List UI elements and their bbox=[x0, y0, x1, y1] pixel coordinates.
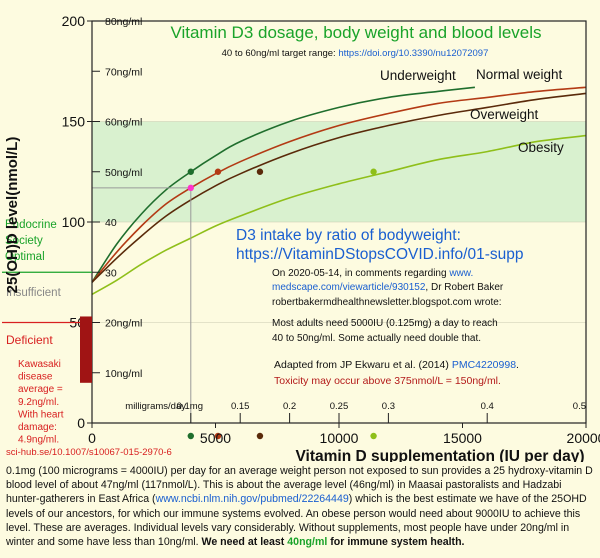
level-marker-obesity bbox=[370, 168, 377, 175]
chart-title: Vitamin D3 dosage, body weight and blood… bbox=[170, 23, 541, 42]
footer-text-1: 0.1mg (100 micrograms = 4000IU) per day … bbox=[6, 465, 593, 506]
kawasaki-line-2: disease bbox=[18, 372, 53, 383]
kawasaki-bar bbox=[80, 316, 92, 383]
series-line-underweight bbox=[91, 86, 475, 283]
x-tick-label: 5000 bbox=[200, 430, 231, 446]
adapted-suffix: . bbox=[516, 359, 519, 371]
axis-marker-obesity bbox=[370, 432, 377, 440]
mgday-tick-label: 0.1mg bbox=[177, 401, 203, 412]
y-axis-label: 25(OH)D level(nmol/L) bbox=[4, 137, 21, 294]
guide-lines bbox=[92, 187, 192, 423]
left-annotations: Endocrine Society Optimal Insufficient Defic… bbox=[2, 219, 172, 458]
level-marker-overweight bbox=[256, 168, 264, 175]
endocrine-label-3: Optimal bbox=[5, 251, 45, 263]
vitamin-d-chart: Underweight Normal weight Overweight Obesit… bbox=[0, 0, 600, 462]
series-label-underweight: Underweight bbox=[380, 68, 456, 83]
intake-line-2[interactable]: https://VitaminDStopsCOVID.info/01-supp bbox=[236, 246, 523, 263]
mgday-tick-label: 0.5 bbox=[573, 401, 586, 412]
intake-line-1: D3 intake by ratio of bodyweight: bbox=[236, 227, 461, 244]
series-line-normal bbox=[91, 86, 587, 283]
mgday-tick-label: 0.2 bbox=[283, 401, 296, 412]
kawasaki-line-5: With heart bbox=[18, 409, 64, 420]
footer-text-2: ) which is the best estimate we have of … bbox=[6, 493, 587, 549]
kawasaki-line-4: 9.2ng/ml. bbox=[18, 397, 59, 408]
quote-line-3: robertbakermdhealthnewsletter.blogspot.c… bbox=[272, 297, 502, 308]
footer-emphasis-target: 40ng/ml bbox=[287, 536, 328, 549]
ngml-tick-label: 60ng/ml bbox=[105, 117, 142, 129]
deficient-label: Deficient bbox=[6, 333, 53, 347]
series-label-obesity: Obesity bbox=[518, 140, 564, 155]
series-line-overweight bbox=[91, 92, 587, 283]
dose-response-curves: Underweight Normal weight Overweight Obesit… bbox=[91, 67, 587, 296]
ngml-tick-label: 20ng/ml bbox=[105, 318, 142, 330]
kawasaki-link: sci-hub.se/10.1007/s10067-015-2970-6 bbox=[6, 447, 172, 458]
mgday-tick-label: 0.3 bbox=[382, 401, 395, 412]
footer-link[interactable]: www.ncbi.nlm.nih.gov/pubmed/22264449 bbox=[155, 493, 349, 506]
series-label-normal: Normal weight bbox=[476, 67, 563, 82]
quote-block: On 2020-05-14, in comments regarding www… bbox=[272, 268, 504, 344]
ngml-tick-label: 10ng/ml bbox=[105, 368, 142, 380]
series-line-obesity bbox=[91, 134, 587, 296]
kawasaki-line-7: 4.9ng/ml. bbox=[18, 435, 59, 446]
x-tick-label: 0 bbox=[88, 430, 96, 446]
target-range-band bbox=[92, 121, 586, 222]
adapted-prefix: Adapted from JP Ekwaru et al. (2014) bbox=[274, 359, 452, 371]
adapted-from: Adapted from JP Ekwaru et al. (2014) PMC… bbox=[274, 359, 519, 371]
quote-line-4: Most adults need 5000IU (0.125mg) a day … bbox=[272, 318, 498, 329]
mgday-axis-title: milligrams/day bbox=[125, 401, 186, 412]
series-label-overweight: Overweight bbox=[470, 107, 539, 122]
toxicity-note: Toxicity may occur above 375nmol/L = 150… bbox=[274, 375, 501, 387]
ngml-tick-label: 30 bbox=[105, 267, 117, 279]
y-tick-label: 100 bbox=[62, 214, 86, 230]
axis-marker-normal bbox=[214, 432, 222, 440]
x-axis-label: Vitamin D supplementation (IU per day) bbox=[295, 448, 584, 462]
ngml-tick-label: 50ng/ml bbox=[105, 167, 142, 179]
mgday-tick-label: 0.15 bbox=[231, 401, 250, 412]
level-marker-normal bbox=[214, 168, 222, 175]
ngml-tick-label: 80ng/ml bbox=[105, 16, 142, 28]
quote-line-1: On 2020-05-14, in comments regarding www… bbox=[272, 268, 473, 279]
quote-line-2: medscape.com/viewarticle/930152, Dr Robe… bbox=[272, 282, 504, 293]
quote-line-5: 40 to 50ng/ml. Some actually need double… bbox=[272, 333, 481, 344]
quote-line-1-prefix: On 2020-05-14, in comments regarding bbox=[272, 268, 449, 279]
mgday-tick-label: 0.25 bbox=[330, 401, 349, 412]
footer-emphasis-1: We need at least bbox=[201, 536, 288, 549]
y-tick-label: 200 bbox=[62, 13, 86, 29]
kawasaki-line-6: damage: bbox=[18, 422, 57, 433]
subtitle-prefix: 40 to 60ng/ml target range: bbox=[222, 48, 339, 59]
x-tick-label: 15000 bbox=[443, 430, 482, 446]
ngml-tick-label: 70ng/ml bbox=[105, 66, 142, 78]
level-marker-marker_normal_intercept bbox=[187, 184, 194, 192]
x-tick-label: 10000 bbox=[320, 430, 359, 446]
axis-marker-overweight bbox=[256, 432, 264, 440]
quote-line-2-rest: , Dr Robert Baker bbox=[425, 282, 503, 293]
chart-subtitle: 40 to 60ng/ml target range: https://doi.… bbox=[222, 48, 489, 59]
kawasaki-line-1: Kawasaki bbox=[18, 359, 61, 370]
axis-marker-underweight bbox=[187, 432, 194, 440]
adapted-link[interactable]: PMC4220998 bbox=[452, 359, 516, 371]
level-marker-underweight bbox=[187, 168, 194, 175]
quote-link-part-2[interactable]: medscape.com/viewarticle/930152 bbox=[272, 282, 426, 293]
footer-emphasis-2: for immune system health. bbox=[327, 536, 465, 549]
kawasaki-line-3: average = bbox=[18, 384, 63, 395]
level-markers bbox=[187, 168, 377, 440]
mgday-tick-label: 0.4 bbox=[481, 401, 494, 412]
endocrine-label-2: Society bbox=[5, 235, 43, 247]
endocrine-label-1: Endocrine bbox=[5, 219, 57, 231]
ngml-tick-label: 40 bbox=[105, 217, 117, 229]
y-tick-label: 0 bbox=[77, 415, 85, 431]
insufficient-label: Insufficient bbox=[6, 287, 62, 299]
y-tick-label: 150 bbox=[62, 114, 86, 130]
chart-background bbox=[0, 0, 600, 462]
footer-note: 0.1mg (100 micrograms = 4000IU) per day … bbox=[6, 464, 596, 549]
subtitle-link[interactable]: https://doi.org/10.3390/nu12072097 bbox=[338, 48, 488, 59]
quote-link-part-1[interactable]: www. bbox=[448, 268, 473, 279]
x-tick-label: 20000 bbox=[567, 430, 600, 446]
